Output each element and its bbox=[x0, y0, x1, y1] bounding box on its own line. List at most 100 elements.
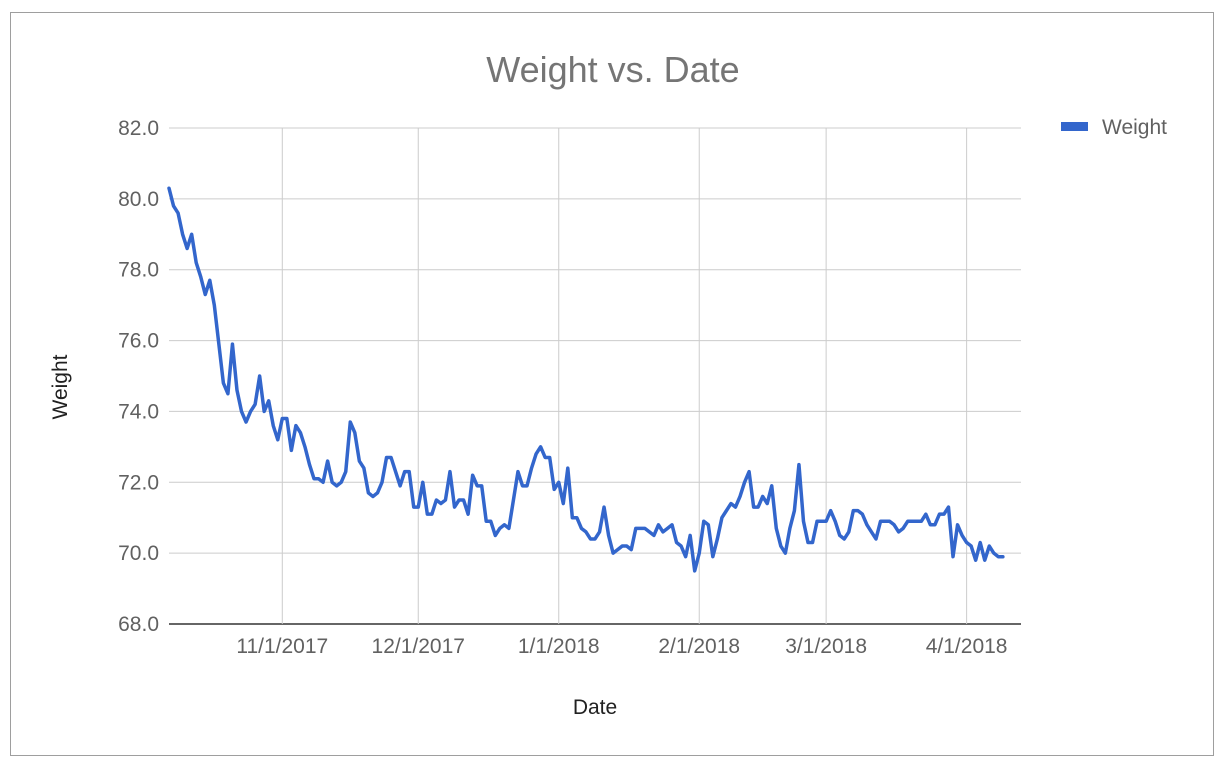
data-point[interactable] bbox=[529, 466, 534, 471]
data-point[interactable] bbox=[361, 466, 366, 471]
data-point[interactable] bbox=[679, 544, 684, 549]
data-point[interactable] bbox=[751, 505, 756, 510]
data-point[interactable] bbox=[883, 519, 888, 524]
data-point[interactable] bbox=[393, 469, 398, 474]
data-point[interactable] bbox=[651, 533, 656, 538]
data-point[interactable] bbox=[189, 232, 194, 237]
data-point[interactable] bbox=[583, 529, 588, 534]
data-point[interactable] bbox=[239, 409, 244, 414]
data-point[interactable] bbox=[357, 459, 362, 464]
data-point[interactable] bbox=[420, 480, 425, 485]
data-point[interactable] bbox=[806, 540, 811, 545]
data-point[interactable] bbox=[923, 512, 928, 517]
data-point[interactable] bbox=[493, 533, 498, 538]
data-point[interactable] bbox=[955, 522, 960, 527]
data-point[interactable] bbox=[792, 508, 797, 513]
data-point[interactable] bbox=[230, 342, 235, 347]
data-point[interactable] bbox=[543, 455, 548, 460]
data-point[interactable] bbox=[887, 519, 892, 524]
data-point[interactable] bbox=[629, 547, 634, 552]
data-point[interactable] bbox=[932, 522, 937, 527]
legend[interactable]: Weight bbox=[1061, 116, 1167, 139]
data-point[interactable] bbox=[769, 483, 774, 488]
data-point[interactable] bbox=[248, 409, 253, 414]
data-point[interactable] bbox=[701, 519, 706, 524]
data-point[interactable] bbox=[556, 480, 561, 485]
data-point[interactable] bbox=[511, 498, 516, 503]
data-point[interactable] bbox=[991, 551, 996, 556]
data-point[interactable] bbox=[728, 501, 733, 506]
data-point[interactable] bbox=[289, 448, 294, 453]
data-point[interactable] bbox=[828, 508, 833, 513]
data-point[interactable] bbox=[293, 423, 298, 428]
data-point[interactable] bbox=[176, 211, 181, 216]
data-point[interactable] bbox=[919, 519, 924, 524]
data-point[interactable] bbox=[561, 501, 566, 506]
data-point[interactable] bbox=[969, 544, 974, 549]
data-point[interactable] bbox=[765, 501, 770, 506]
data-point[interactable] bbox=[801, 519, 806, 524]
data-point[interactable] bbox=[339, 480, 344, 485]
data-point[interactable] bbox=[683, 554, 688, 559]
data-point[interactable] bbox=[216, 342, 221, 347]
data-point[interactable] bbox=[389, 455, 394, 460]
data-point[interactable] bbox=[574, 515, 579, 520]
data-point[interactable] bbox=[642, 526, 647, 531]
data-point[interactable] bbox=[960, 533, 965, 538]
data-point[interactable] bbox=[185, 246, 190, 251]
data-point[interactable] bbox=[660, 529, 665, 534]
data-point[interactable] bbox=[842, 536, 847, 541]
data-point[interactable] bbox=[674, 540, 679, 545]
data-point[interactable] bbox=[878, 519, 883, 524]
data-point[interactable] bbox=[515, 469, 520, 474]
data-point[interactable] bbox=[207, 278, 212, 283]
data-point[interactable] bbox=[606, 533, 611, 538]
data-point[interactable] bbox=[873, 536, 878, 541]
data-point[interactable] bbox=[452, 505, 457, 510]
data-point[interactable] bbox=[298, 430, 303, 435]
data-point[interactable] bbox=[579, 526, 584, 531]
data-point[interactable] bbox=[719, 515, 724, 520]
data-point[interactable] bbox=[334, 483, 339, 488]
data-point[interactable] bbox=[198, 274, 203, 279]
data-point[interactable] bbox=[982, 558, 987, 563]
data-point[interactable] bbox=[257, 374, 262, 379]
data-point[interactable] bbox=[434, 498, 439, 503]
data-point[interactable] bbox=[171, 203, 176, 208]
data-point[interactable] bbox=[833, 519, 838, 524]
data-point[interactable] bbox=[733, 505, 738, 510]
data-point[interactable] bbox=[307, 462, 312, 467]
data-point[interactable] bbox=[760, 494, 765, 499]
data-point[interactable] bbox=[447, 469, 452, 474]
data-point[interactable] bbox=[810, 540, 815, 545]
data-point[interactable] bbox=[647, 529, 652, 534]
data-point[interactable] bbox=[624, 544, 629, 549]
data-point[interactable] bbox=[706, 522, 711, 527]
data-point[interactable] bbox=[325, 459, 330, 464]
data-point[interactable] bbox=[402, 469, 407, 474]
data-point[interactable] bbox=[593, 536, 598, 541]
data-point[interactable] bbox=[860, 512, 865, 517]
data-point[interactable] bbox=[787, 526, 792, 531]
data-point[interactable] bbox=[611, 551, 616, 556]
data-point[interactable] bbox=[266, 398, 271, 403]
data-point[interactable] bbox=[302, 444, 307, 449]
data-point[interactable] bbox=[457, 498, 462, 503]
data-point[interactable] bbox=[425, 512, 430, 517]
data-point[interactable] bbox=[253, 402, 258, 407]
data-point[interactable] bbox=[234, 388, 239, 393]
data-point[interactable] bbox=[892, 522, 897, 527]
data-point[interactable] bbox=[429, 512, 434, 517]
data-point[interactable] bbox=[946, 505, 951, 510]
data-point[interactable] bbox=[534, 451, 539, 456]
data-point[interactable] bbox=[937, 512, 942, 517]
data-point[interactable] bbox=[864, 522, 869, 527]
data-point[interactable] bbox=[656, 522, 661, 527]
data-point[interactable] bbox=[633, 526, 638, 531]
data-point[interactable] bbox=[479, 483, 484, 488]
data-point[interactable] bbox=[987, 544, 992, 549]
data-point[interactable] bbox=[502, 522, 507, 527]
data-point[interactable] bbox=[697, 551, 702, 556]
data-point[interactable] bbox=[370, 494, 375, 499]
data-point[interactable] bbox=[284, 416, 289, 421]
